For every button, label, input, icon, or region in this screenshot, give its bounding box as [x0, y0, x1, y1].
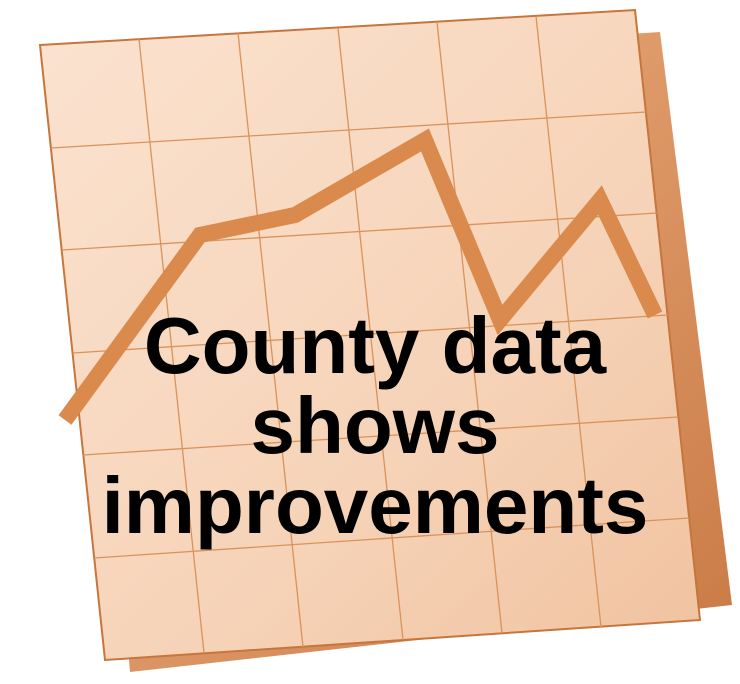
headline-line: County data	[144, 301, 607, 390]
headline-line: improvements	[102, 461, 649, 550]
illustration: County data shows improvements	[0, 0, 740, 684]
headline-line: shows	[251, 381, 500, 470]
